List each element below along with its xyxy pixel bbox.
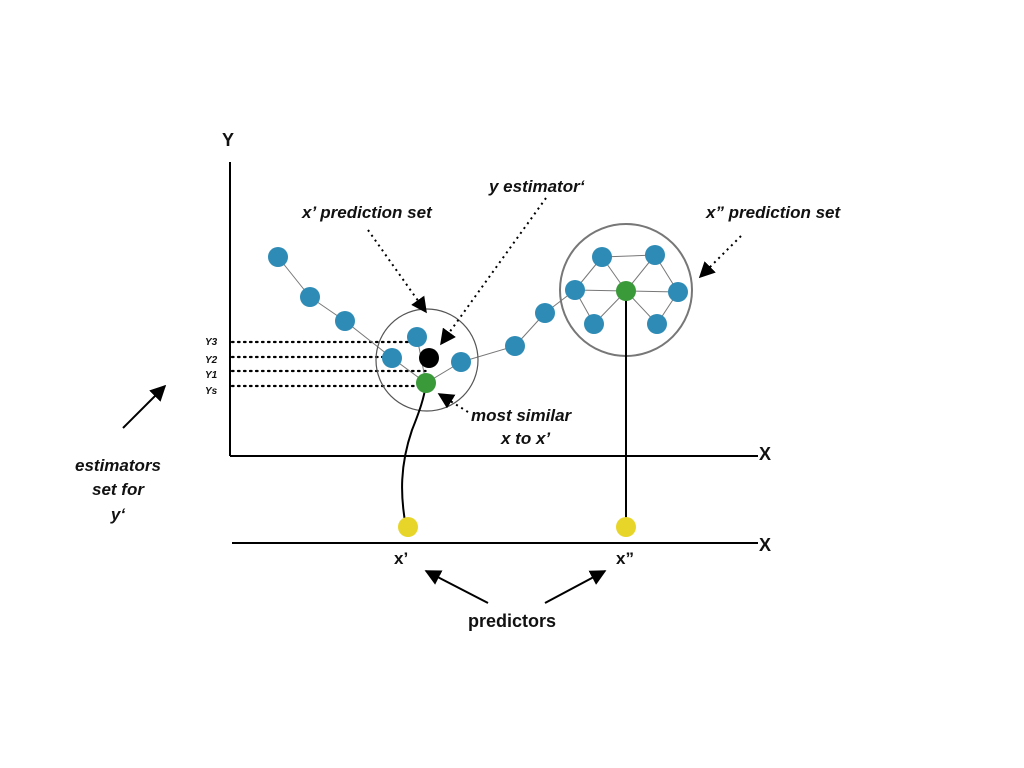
predictors-arrow-right xyxy=(544,570,607,604)
x2-set-pointer-arrow xyxy=(698,235,742,279)
estimators-label-line2: set for xyxy=(92,480,145,499)
predictor-node-x2 xyxy=(616,517,636,537)
predictor-label-x2: x” xyxy=(616,549,634,568)
estimators-arrow xyxy=(122,384,167,429)
x-axis-label-top: X xyxy=(759,444,771,464)
estimators-label-line3: y‘ xyxy=(110,505,125,524)
predictors-arrow-left xyxy=(424,570,489,604)
y-estimator-label: y estimator‘ xyxy=(488,177,585,196)
estimators-label-line1: estimators xyxy=(75,456,161,475)
data-node xyxy=(645,245,665,265)
most-similar-label-line1: most similar xyxy=(471,406,573,425)
x1-prediction-set-label: x’ prediction set xyxy=(301,203,433,222)
data-node xyxy=(584,314,604,334)
selected-node-x2 xyxy=(616,281,636,301)
predictors-label: predictors xyxy=(468,611,556,631)
x-axis-label-bottom: X xyxy=(759,535,771,555)
x2-prediction-set-label: x” prediction set xyxy=(705,203,841,222)
data-node xyxy=(565,280,585,300)
estimator-node xyxy=(419,348,439,368)
x1-prediction-set-circle xyxy=(375,308,479,412)
data-node xyxy=(668,282,688,302)
data-node xyxy=(382,348,402,368)
x1-mapping-curve xyxy=(401,383,427,528)
y2-label: Y2 xyxy=(205,355,218,366)
y1-label: Y1 xyxy=(205,370,218,381)
y-axis-label: Y xyxy=(222,130,234,150)
y-estimator-pointer-arrow xyxy=(440,197,547,346)
data-node xyxy=(300,287,320,307)
data-node xyxy=(335,311,355,331)
x1-set-pointer-arrow xyxy=(367,229,427,314)
predictor-label-x1: x’ xyxy=(394,549,408,568)
data-node xyxy=(407,327,427,347)
data-node xyxy=(535,303,555,323)
most-similar-node xyxy=(416,373,436,393)
most-similar-label-line2: x to x’ xyxy=(500,429,550,448)
y3-label: Y3 xyxy=(205,337,218,348)
predictor-node-x1 xyxy=(398,517,418,537)
ys-label: Ys xyxy=(205,386,218,397)
data-node xyxy=(268,247,288,267)
data-node xyxy=(647,314,667,334)
data-node xyxy=(451,352,471,372)
data-node xyxy=(505,336,525,356)
data-node xyxy=(592,247,612,267)
